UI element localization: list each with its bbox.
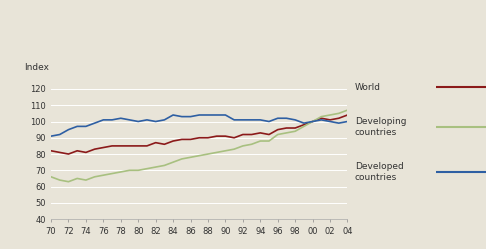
Text: World: World (355, 83, 381, 92)
Text: Index: Index (24, 63, 50, 72)
Text: Developed
countries: Developed countries (355, 162, 403, 182)
Text: (Index 1999–2001 = 100): (Index 1999–2001 = 100) (6, 55, 113, 64)
Text: Developing
countries: Developing countries (355, 117, 406, 137)
Text: Long-term trend in per capita food production by region and country group: Long-term trend in per capita food produ… (6, 27, 422, 37)
Text: FIGURE 45: FIGURE 45 (6, 5, 55, 14)
